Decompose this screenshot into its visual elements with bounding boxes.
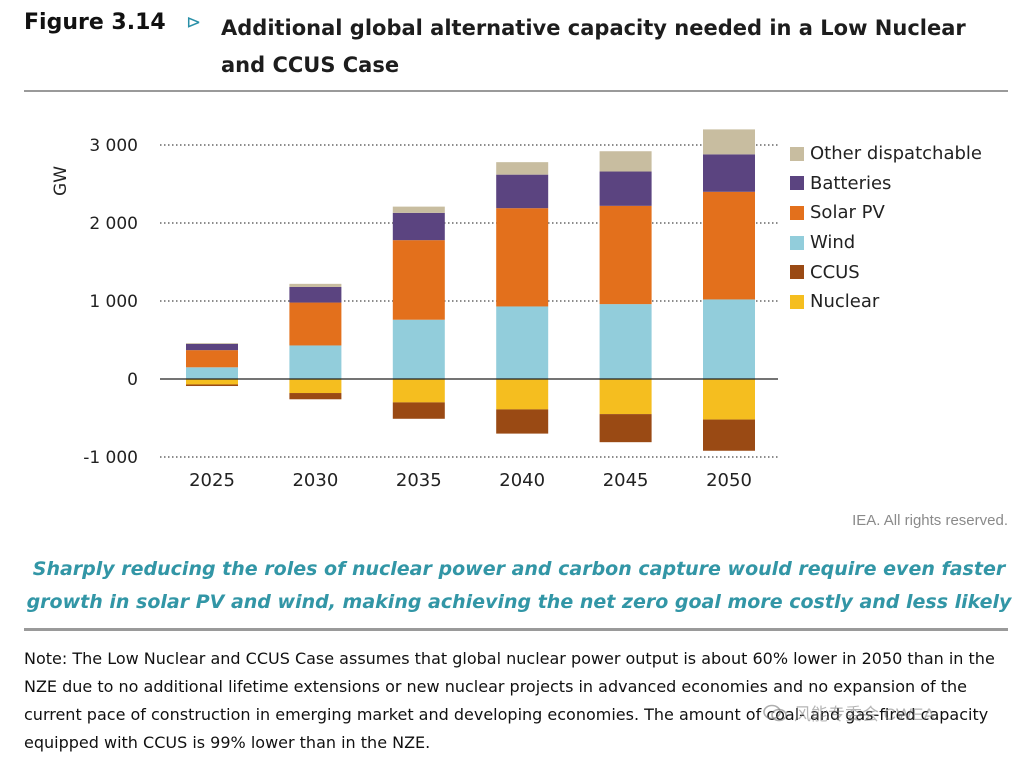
top-divider (24, 90, 1008, 92)
legend-label: CCUS (810, 261, 860, 283)
bar-solar-pv-2025 (186, 350, 238, 368)
bar-solar-pv-2040 (496, 208, 549, 307)
legend-item: Nuclear (790, 287, 982, 317)
x-tick-label: 2030 (292, 470, 338, 491)
bar-ccus-2050 (703, 419, 755, 451)
legend-swatch (790, 294, 804, 309)
bar-other-dispatchable-2030 (289, 283, 342, 287)
bar-solar-pv-2045 (599, 205, 652, 305)
bar-ccus-2035 (392, 402, 445, 419)
x-tick-label: 2035 (396, 470, 442, 491)
legend-swatch (790, 205, 804, 220)
bar-ccus-2025 (186, 384, 238, 387)
x-tick-label: 2045 (603, 470, 649, 491)
bar-wind-2025 (186, 367, 238, 379)
bar-wind-2040 (496, 306, 549, 379)
bar-wind-2045 (599, 304, 652, 379)
bar-wind-2035 (392, 319, 445, 379)
bar-ccus-2045 (599, 414, 652, 443)
bar-batteries-2040 (496, 174, 549, 209)
bar-nuclear-2040 (496, 379, 549, 410)
bar-solar-pv-2035 (392, 240, 445, 320)
bar-nuclear-2035 (392, 379, 445, 403)
legend-item: CCUS (790, 257, 982, 287)
y-tick-label: 2 000 (89, 214, 138, 234)
bar-ccus-2040 (496, 409, 549, 434)
bar-nuclear-2050 (703, 379, 755, 420)
bar-wind-2050 (703, 299, 755, 379)
bar-nuclear-2025 (186, 379, 238, 385)
y-tick-label: -1 000 (83, 448, 138, 468)
x-tick-label: 2050 (706, 470, 752, 491)
legend-swatch (790, 146, 804, 161)
watermark: 风能专委会 CWEA (762, 700, 935, 725)
legend-label: Solar PV (810, 202, 885, 224)
bar-other-dispatchable-2025 (186, 343, 238, 344)
y-tick-label: 0 (127, 370, 138, 390)
bar-nuclear-2030 (289, 379, 342, 394)
figure-note: Note: The Low Nuclear and CCUS Case assu… (24, 649, 995, 752)
bar-other-dispatchable-2050 (703, 129, 755, 155)
bar-solar-pv-2030 (289, 302, 342, 346)
bar-other-dispatchable-2035 (392, 206, 445, 213)
legend-label: Wind (810, 232, 856, 254)
legend-item: Batteries (790, 169, 982, 199)
watermark-text: 风能专委会 CWEA (794, 705, 935, 724)
legend-swatch (790, 235, 804, 250)
figure-arrow-icon: ⊳ (186, 12, 202, 32)
legend-label: Nuclear (810, 291, 880, 313)
bottom-divider (24, 628, 1008, 631)
y-tick-label: 3 000 (89, 136, 138, 156)
legend-swatch (790, 265, 804, 280)
legend-item: Other dispatchable (790, 139, 982, 169)
figure-summary: Sharply reducing the roles of nuclear po… (26, 558, 1012, 613)
y-axis-label: GW (51, 166, 71, 196)
bar-wind-2030 (289, 345, 342, 379)
bar-batteries-2045 (599, 171, 652, 206)
x-tick-label: 2040 (499, 470, 545, 491)
legend-swatch (790, 176, 804, 191)
credit-text: IEA. All rights reserved. (852, 512, 1008, 529)
bar-other-dispatchable-2045 (599, 151, 652, 172)
bar-other-dispatchable-2040 (496, 162, 549, 175)
bar-batteries-2030 (289, 286, 342, 303)
x-tick-label: 2025 (189, 470, 235, 491)
legend-label: Batteries (810, 172, 892, 194)
chart-legend: Other dispatchable Batteries Solar PV Wind C… (790, 139, 982, 317)
bar-batteries-2035 (392, 212, 445, 241)
legend-label: Other dispatchable (810, 143, 982, 165)
wechat-icon (763, 704, 787, 721)
legend-item: Wind (790, 228, 982, 258)
y-tick-label: 1 000 (89, 292, 138, 312)
bar-nuclear-2045 (599, 379, 652, 415)
bar-solar-pv-2050 (703, 191, 755, 300)
bar-batteries-2050 (703, 154, 755, 192)
bar-ccus-2030 (289, 393, 342, 400)
stacked-bar-chart: -1 000 0 1 000 2 000 3 000 GW 2025 2030 2035 2040… (51, 129, 778, 491)
figure-title: Additional global alternative capacity n… (221, 16, 966, 77)
figure-header: Figure 3.14 ⊳ Additional global alternat… (24, 6, 1014, 88)
bar-batteries-2025 (186, 343, 238, 351)
figure-label: Figure 3.14 (24, 10, 166, 35)
legend-item: Solar PV (790, 198, 982, 228)
